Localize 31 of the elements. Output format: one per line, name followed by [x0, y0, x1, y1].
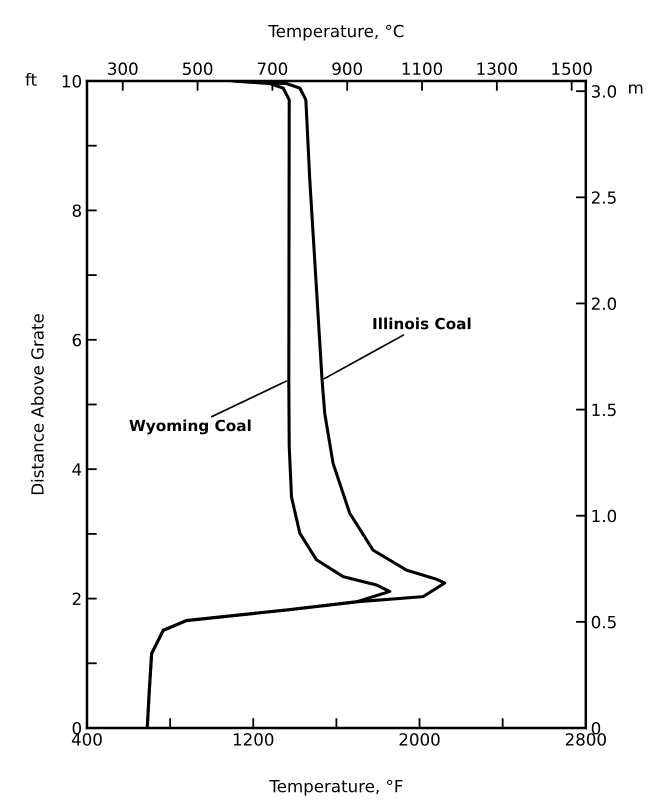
y2-tick-label: 1.0 [592, 510, 616, 522]
y-tick-label: 6 [72, 334, 82, 346]
y2-tick-label: 1.5 [592, 404, 616, 416]
y-tick-label: 10 [62, 74, 82, 88]
y2-tick-label: 3.0 [592, 85, 616, 98]
y-tick-label: 8 [72, 204, 81, 217]
x-axis-title: Temperature, °F [269, 780, 402, 796]
x2-axis-title: Temperature, °C [268, 24, 404, 41]
x2-tick-label: 1300 [477, 62, 517, 75]
x-tick-label: 1200 [234, 733, 274, 746]
y-tick-label: 2 [72, 592, 80, 605]
y-tick-label: 0 [72, 722, 82, 735]
x-tick-label: 2800 [566, 733, 606, 746]
x-tick-label: 2000 [400, 733, 440, 746]
annotation: Illinois Coal [373, 318, 470, 330]
y2-axis-title: m [629, 84, 642, 94]
y-tick-label: 4 [72, 463, 82, 476]
x2-tick-label: 300 [108, 62, 138, 75]
x2-tick-label: 1100 [402, 62, 442, 75]
y2-tick-label: 2.5 [592, 191, 616, 204]
annotation: Wyoming Coal [129, 419, 251, 434]
x2-tick-label: 1500 [552, 62, 592, 75]
x2-tick-label: 500 [182, 62, 212, 75]
x2-tick-label: 900 [332, 62, 362, 75]
x-tick-label: 400 [72, 733, 102, 746]
y2-tick-label: 2.0 [592, 297, 616, 310]
y2-tick-label: 0 [592, 722, 600, 735]
y-axis-title: Distance Above Grate [30, 314, 44, 494]
x2-tick-label: 700 [258, 62, 288, 75]
text: ft [25, 72, 37, 86]
y2-tick-label: 0.5 [592, 616, 616, 628]
